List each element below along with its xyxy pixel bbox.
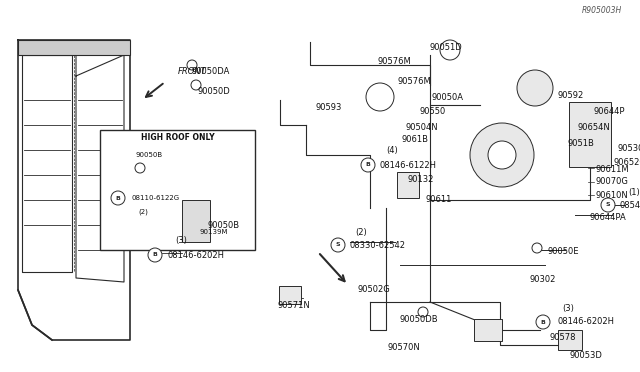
Text: S: S bbox=[336, 243, 340, 247]
Text: 90576M: 90576M bbox=[378, 58, 412, 67]
Circle shape bbox=[228, 213, 238, 223]
Bar bbox=[474, 319, 502, 341]
Bar bbox=[397, 172, 419, 198]
Text: B: B bbox=[152, 253, 157, 257]
Text: 08110-6122G: 08110-6122G bbox=[132, 195, 180, 201]
Circle shape bbox=[331, 238, 345, 252]
Bar bbox=[182, 200, 210, 242]
Bar bbox=[558, 330, 582, 350]
Text: 90132: 90132 bbox=[408, 176, 435, 185]
Circle shape bbox=[148, 248, 162, 262]
Text: 90050E: 90050E bbox=[548, 247, 579, 257]
Text: R905003H: R905003H bbox=[582, 6, 622, 15]
Text: 90593: 90593 bbox=[315, 103, 341, 112]
Text: 90571N: 90571N bbox=[278, 301, 311, 310]
Text: 9061B: 9061B bbox=[402, 135, 429, 144]
Circle shape bbox=[536, 315, 550, 329]
Text: 90576M: 90576M bbox=[398, 77, 432, 87]
Circle shape bbox=[601, 198, 615, 212]
Text: 90610N: 90610N bbox=[596, 190, 628, 199]
Text: 90050DB: 90050DB bbox=[400, 315, 438, 324]
Text: B: B bbox=[541, 320, 545, 324]
Text: 90050D: 90050D bbox=[198, 87, 231, 96]
Circle shape bbox=[111, 191, 125, 205]
Text: (1): (1) bbox=[628, 187, 640, 196]
Text: HIGH ROOF ONLY: HIGH ROOF ONLY bbox=[141, 133, 214, 142]
Text: 90550: 90550 bbox=[420, 108, 446, 116]
Text: 90652Q: 90652Q bbox=[613, 157, 640, 167]
Text: 90611: 90611 bbox=[425, 196, 451, 205]
Circle shape bbox=[187, 60, 197, 70]
Circle shape bbox=[366, 83, 394, 111]
Bar bbox=[569, 102, 611, 167]
Text: B: B bbox=[365, 163, 371, 167]
Text: 90570N: 90570N bbox=[388, 343, 420, 352]
Text: (2): (2) bbox=[355, 228, 367, 237]
Text: 90050B: 90050B bbox=[208, 221, 240, 230]
Circle shape bbox=[517, 70, 553, 106]
Text: 90644P: 90644P bbox=[594, 108, 625, 116]
Text: 90611M: 90611M bbox=[596, 164, 630, 173]
Text: (3): (3) bbox=[175, 237, 187, 246]
Text: FRONT: FRONT bbox=[178, 67, 207, 77]
Text: 90530Q: 90530Q bbox=[618, 144, 640, 153]
Text: B: B bbox=[116, 196, 120, 201]
Circle shape bbox=[440, 40, 460, 60]
Text: 08543-6122A: 08543-6122A bbox=[620, 201, 640, 209]
Text: 08146-6122H: 08146-6122H bbox=[380, 160, 437, 170]
Text: 9051B: 9051B bbox=[568, 138, 595, 148]
Bar bbox=[279, 286, 301, 304]
Circle shape bbox=[191, 80, 201, 90]
Text: 08330-62542: 08330-62542 bbox=[350, 241, 406, 250]
Bar bbox=[100, 130, 255, 250]
Text: 08146-6202H: 08146-6202H bbox=[168, 250, 225, 260]
Text: 90070G: 90070G bbox=[596, 177, 629, 186]
Text: S: S bbox=[605, 202, 611, 208]
Text: 90050B: 90050B bbox=[135, 152, 162, 158]
Text: 90654N: 90654N bbox=[578, 122, 611, 131]
Text: (3): (3) bbox=[562, 304, 574, 312]
Circle shape bbox=[532, 243, 542, 253]
Text: 90578: 90578 bbox=[550, 334, 577, 343]
Text: 90050A: 90050A bbox=[432, 93, 464, 102]
Text: 90050DA: 90050DA bbox=[192, 67, 230, 77]
Circle shape bbox=[488, 141, 516, 169]
Text: (4): (4) bbox=[386, 147, 397, 155]
Text: (2): (2) bbox=[138, 209, 148, 215]
Text: 90139M: 90139M bbox=[200, 229, 228, 235]
Circle shape bbox=[361, 158, 375, 172]
Text: 90502G: 90502G bbox=[358, 285, 391, 295]
Text: 08146-6202H: 08146-6202H bbox=[557, 317, 614, 327]
Text: 90302: 90302 bbox=[530, 276, 556, 285]
Text: 90051D: 90051D bbox=[430, 44, 463, 52]
Circle shape bbox=[135, 163, 145, 173]
Text: 90053D: 90053D bbox=[570, 350, 603, 359]
Text: 90644PA: 90644PA bbox=[590, 214, 627, 222]
Circle shape bbox=[418, 307, 428, 317]
Polygon shape bbox=[18, 40, 130, 55]
Text: 90504N: 90504N bbox=[406, 122, 438, 131]
Circle shape bbox=[470, 123, 534, 187]
Text: 90592: 90592 bbox=[558, 90, 584, 99]
